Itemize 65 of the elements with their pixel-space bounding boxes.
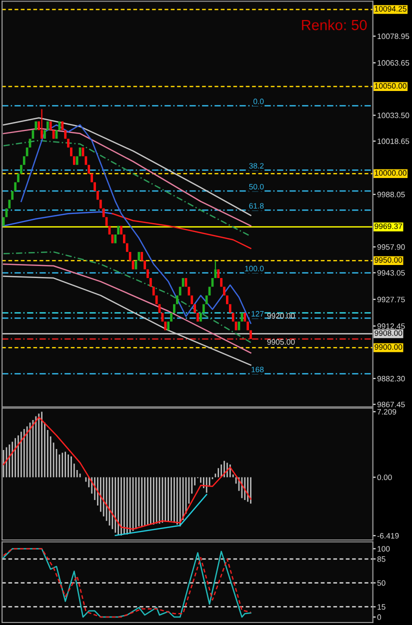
candlestick: [173, 304, 176, 313]
candlestick: [61, 121, 64, 130]
candlestick: [20, 164, 22, 174]
candlestick: [11, 191, 14, 200]
candlestick: [46, 121, 49, 130]
candlestick: [220, 278, 222, 287]
candlestick: [250, 330, 252, 339]
candlestick: [96, 191, 99, 200]
candlestick: [240, 312, 244, 322]
text: Renko: 50: [302, 20, 367, 30]
candlestick: [140, 252, 144, 261]
candlestick: [167, 322, 170, 330]
candlestick: [146, 269, 149, 278]
candlestick: [176, 295, 178, 304]
candlestick: [64, 130, 67, 139]
candlestick: [126, 243, 128, 252]
candlestick: [40, 108, 43, 139]
candlestick: [152, 286, 155, 296]
candlestick: [114, 234, 117, 244]
candlestick: [70, 147, 72, 156]
candlestick: [138, 252, 140, 261]
candlestick: [217, 269, 220, 278]
candlestick: [202, 304, 205, 313]
candlestick: [226, 295, 228, 304]
line-series: [2, 211, 114, 226]
candlestick: [111, 234, 114, 244]
line-series: [112, 213, 252, 250]
candlestick: [49, 121, 52, 130]
candlestick: [26, 147, 28, 156]
candlestick: [246, 322, 249, 330]
candlestick: [228, 304, 232, 313]
candlestick: [117, 226, 120, 235]
candlestick: [67, 138, 70, 148]
candlestick: [123, 234, 126, 244]
candlestick: [128, 252, 132, 261]
candlestick: [102, 208, 105, 218]
candlestick: [170, 312, 172, 322]
candlestick: [72, 156, 76, 165]
candlestick: [194, 304, 196, 313]
candlestick: [196, 312, 199, 322]
candlestick: [214, 260, 217, 278]
candlestick: [14, 182, 16, 192]
candlestick: [223, 286, 226, 296]
candlestick: [22, 156, 26, 165]
candlestick: [200, 312, 202, 322]
candlestick: [44, 130, 46, 139]
candlestick: [190, 295, 194, 304]
line-series: [2, 548, 252, 618]
candlestick: [164, 322, 167, 330]
candlestick: [232, 312, 234, 322]
candlestick: [120, 226, 122, 235]
candlestick: [178, 286, 182, 296]
candlestick: [34, 121, 38, 130]
line-series: [2, 416, 252, 530]
candlestick: [88, 164, 90, 174]
candlestick: [205, 295, 208, 304]
candlestick: [76, 156, 78, 165]
candlestick: [94, 182, 96, 192]
candlestick: [99, 200, 102, 208]
candlestick: [8, 200, 11, 208]
candlestick: [17, 174, 20, 182]
candlestick: [244, 312, 246, 322]
candlestick: [144, 260, 146, 270]
candlestick: [90, 174, 93, 182]
candlestick: [149, 278, 152, 287]
